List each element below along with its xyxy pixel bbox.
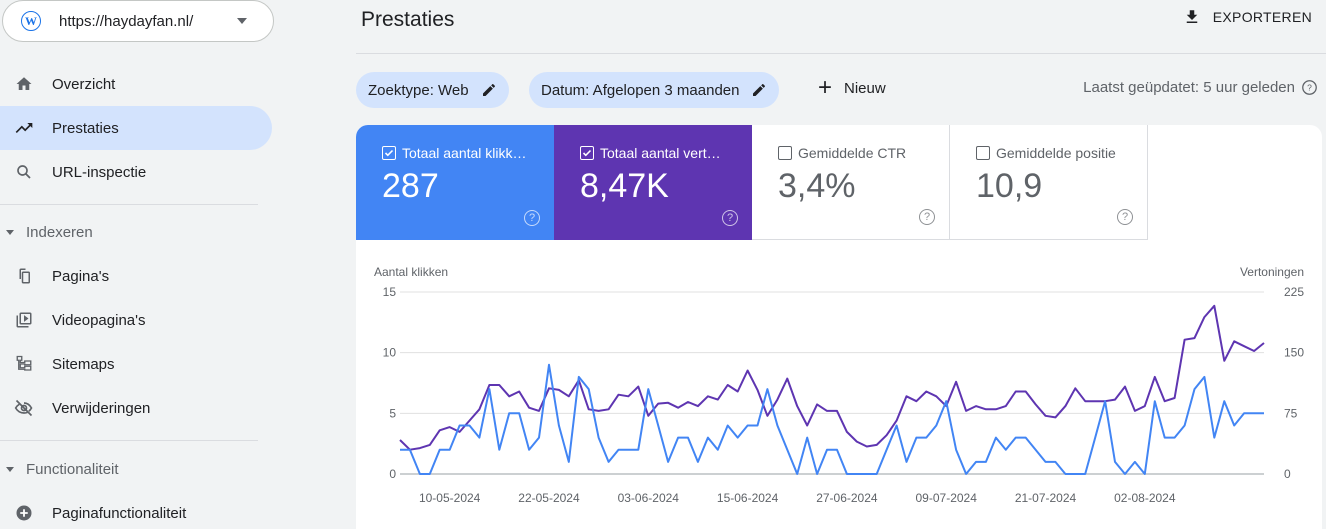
eye-off-icon	[14, 398, 34, 418]
search-type-filter-chip[interactable]: Zoektype: Web	[356, 72, 509, 108]
help-icon[interactable]: ?	[1117, 209, 1133, 225]
pages-icon	[14, 266, 34, 286]
video-pages-icon	[14, 310, 34, 330]
x-tick-label: 09-07-2024	[916, 491, 978, 505]
y2-tick-label: 0	[1284, 467, 1291, 481]
new-label: Nieuw	[844, 79, 886, 97]
sidebar-item-paginafunctionaliteit[interactable]: Paginafunctionaliteit	[0, 491, 272, 529]
y2-tick-label: 150	[1284, 346, 1304, 360]
sidebar-item-paginas[interactable]: Pagina's	[0, 254, 272, 298]
chip-label: Datum: Afgelopen 3 maanden	[541, 81, 740, 99]
performance-chart[interactable]: Aantal klikken Vertoningen051015075150225…	[356, 260, 1322, 510]
expand-icon	[6, 467, 14, 472]
help-icon[interactable]: ?	[1301, 79, 1318, 96]
sidebar-item-label: Pagina's	[52, 267, 110, 285]
sidebar-item-url-inspectie[interactable]: URL-inspectie	[0, 150, 272, 194]
sidebar-item-label: Paginafunctionaliteit	[52, 504, 187, 522]
section-indexeren[interactable]: Indexeren	[6, 224, 93, 241]
performance-card: Totaal aantal klikk… 287 ? Totaal aantal…	[356, 125, 1322, 529]
sidebar-item-sitemaps[interactable]: Sitemaps	[0, 342, 272, 386]
expand-icon	[6, 230, 14, 235]
x-tick-label: 27-06-2024	[816, 491, 878, 505]
property-selector[interactable]: W https://haydayfan.nl/	[2, 0, 274, 42]
sidebar-item-label: Overzicht	[52, 75, 116, 93]
wordpress-logo-icon: W	[21, 11, 41, 31]
y-tick-label: 0	[389, 467, 396, 481]
sidebar-item-prestaties[interactable]: Prestaties	[0, 106, 272, 150]
trending-icon	[14, 118, 34, 138]
add-circle-icon	[14, 503, 34, 523]
sidebar-item-verwijderingen[interactable]: Verwijderingen	[0, 386, 272, 430]
sidebar-item-label: URL-inspectie	[52, 163, 147, 181]
x-tick-label: 22-05-2024	[518, 491, 580, 505]
metric-average-position[interactable]: Gemiddelde positie 10,9 ?	[950, 125, 1148, 240]
new-filter-button[interactable]: + Nieuw	[818, 74, 886, 101]
section-label: Functionaliteit	[26, 461, 119, 478]
x-tick-label: 15-06-2024	[717, 491, 779, 505]
checkbox-checked-icon[interactable]	[580, 146, 594, 160]
home-icon	[14, 74, 34, 94]
help-icon[interactable]: ?	[524, 210, 540, 226]
help-icon[interactable]: ?	[919, 209, 935, 225]
metric-label: Gemiddelde CTR	[798, 145, 907, 161]
clicks-series-line	[400, 363, 1264, 475]
x-tick-label: 10-05-2024	[419, 491, 481, 505]
last-updated-text: Laatst geüpdatet: 5 uur geleden	[1083, 79, 1295, 96]
section-label: Indexeren	[26, 224, 93, 241]
section-functionaliteit[interactable]: Functionaliteit	[6, 461, 119, 478]
sidebar-item-overzicht[interactable]: Overzicht	[0, 62, 272, 106]
sidebar-item-label: Verwijderingen	[52, 399, 151, 417]
svg-text:?: ?	[1307, 83, 1312, 93]
page-header: Prestaties EXPORTEREN	[356, 0, 1326, 54]
metric-value: 3,4%	[778, 167, 856, 205]
chip-label: Zoektype: Web	[368, 81, 469, 99]
edit-icon	[753, 84, 766, 96]
main-content: Prestaties EXPORTEREN Zoektype: Web Datu…	[356, 0, 1326, 529]
edit-icon	[482, 84, 495, 96]
page-title: Prestaties	[361, 8, 455, 31]
export-button[interactable]: EXPORTEREN	[1183, 8, 1312, 26]
metric-label: Totaal aantal klikk…	[402, 145, 527, 161]
divider	[0, 204, 258, 205]
checkbox-unchecked-icon[interactable]	[976, 146, 990, 160]
y2-axis-label: Vertoningen	[1240, 265, 1304, 279]
y-tick-label: 15	[383, 285, 397, 299]
y2-tick-label: 225	[1284, 285, 1304, 299]
metric-label: Gemiddelde positie	[996, 145, 1116, 161]
sidebar-item-label: Sitemaps	[52, 355, 115, 373]
property-url: https://haydayfan.nl/	[59, 12, 194, 30]
x-tick-label: 21-07-2024	[1015, 491, 1077, 505]
date-filter-chip[interactable]: Datum: Afgelopen 3 maanden	[529, 72, 780, 108]
plus-icon: +	[818, 74, 833, 101]
metric-label: Totaal aantal vert…	[600, 145, 721, 161]
metric-value: 10,9	[976, 167, 1043, 205]
metric-average-ctr[interactable]: Gemiddelde CTR 3,4% ?	[752, 125, 950, 240]
metric-value: 287	[382, 167, 439, 205]
download-icon	[1186, 10, 1198, 23]
chevron-down-icon	[237, 18, 247, 24]
last-updated: Laatst geüpdatet: 5 uur geleden ?	[1083, 79, 1318, 96]
export-label: EXPORTEREN	[1212, 9, 1312, 25]
y-tick-label: 5	[389, 406, 396, 420]
y-axis-label: Aantal klikken	[374, 265, 448, 279]
metric-total-impressions[interactable]: Totaal aantal vert… 8,47K ?	[554, 125, 752, 240]
y2-tick-label: 75	[1284, 406, 1298, 420]
checkbox-unchecked-icon[interactable]	[778, 146, 792, 160]
search-icon	[14, 162, 34, 182]
sidebar-item-label: Videopagina's	[52, 311, 146, 329]
impressions-series-line	[399, 304, 1265, 451]
metric-value: 8,47K	[580, 167, 669, 205]
sidebar-item-videopaginas[interactable]: Videopagina's	[0, 298, 272, 342]
sitemap-icon	[14, 354, 34, 374]
checkbox-checked-icon[interactable]	[382, 146, 396, 160]
metric-total-clicks[interactable]: Totaal aantal klikk… 287 ?	[356, 125, 554, 240]
divider	[0, 440, 258, 441]
x-tick-label: 02-08-2024	[1114, 491, 1176, 505]
sidebar: W https://haydayfan.nl/ Overzicht Presta…	[0, 0, 280, 529]
x-tick-label: 03-06-2024	[618, 491, 680, 505]
help-icon[interactable]: ?	[722, 210, 738, 226]
y-tick-label: 10	[383, 346, 397, 360]
sidebar-item-label: Prestaties	[52, 119, 119, 137]
